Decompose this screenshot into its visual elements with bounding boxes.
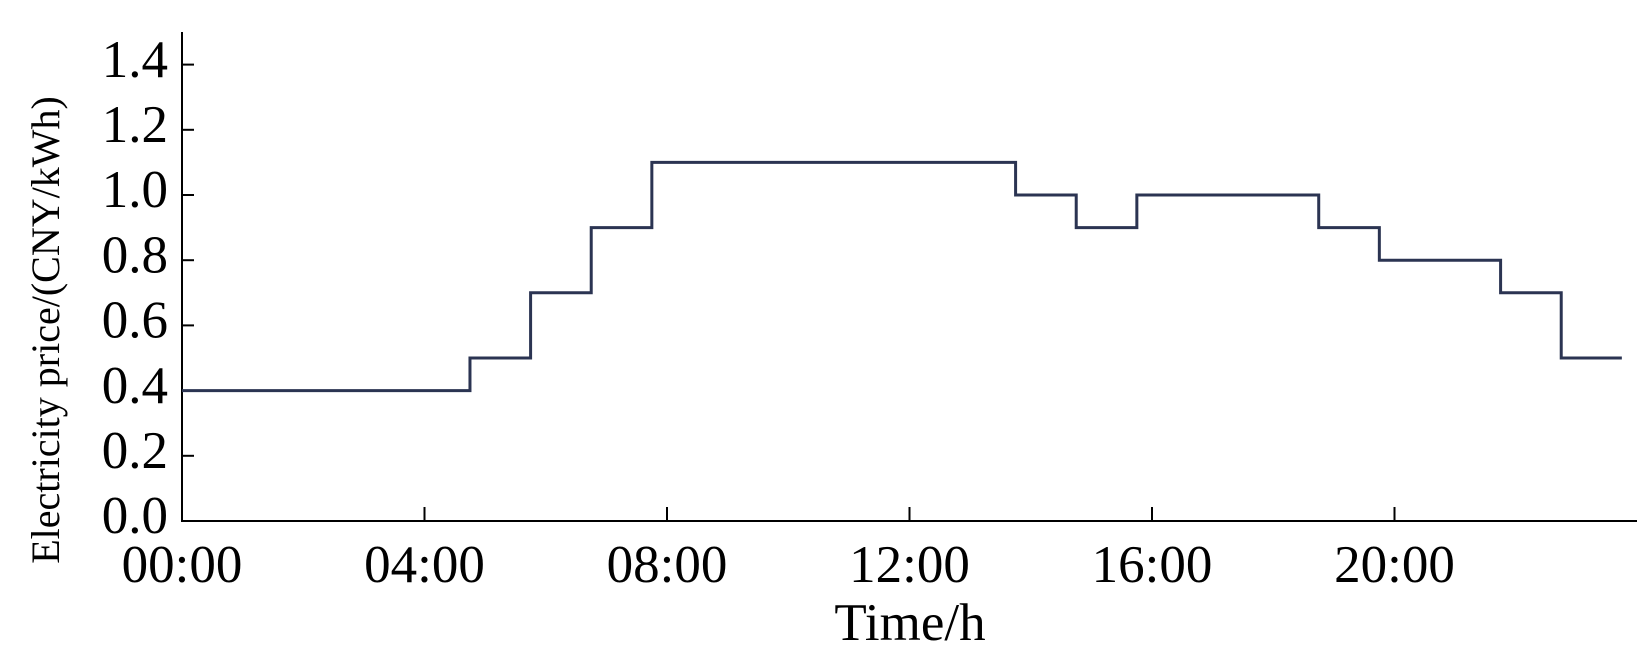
y-tick-label: 0.8 <box>102 226 168 284</box>
price-line <box>182 160 1622 393</box>
y-tick-label: 1.0 <box>102 161 168 219</box>
x-tick-label: 00:00 <box>122 536 243 594</box>
x-axis-title: Time/h <box>834 594 985 652</box>
y-tick-label: 0.4 <box>102 357 168 415</box>
x-tick-label: 12:00 <box>849 536 970 594</box>
x-tick-label: 08:00 <box>607 536 728 594</box>
y-tick-label: 1.2 <box>102 96 168 154</box>
x-tick-label: 20:00 <box>1334 536 1455 594</box>
y-tick-label: 0.6 <box>102 292 168 350</box>
x-tick-label: 16:00 <box>1092 536 1213 594</box>
y-tick-label: 0.2 <box>102 422 168 480</box>
y-tick-label: 0.0 <box>102 487 168 545</box>
y-axis-title: Electricity price/(CNY/kWh) <box>23 96 68 564</box>
y-tick-label: 1.4 <box>102 31 168 89</box>
x-tick-label: 04:00 <box>364 536 485 594</box>
